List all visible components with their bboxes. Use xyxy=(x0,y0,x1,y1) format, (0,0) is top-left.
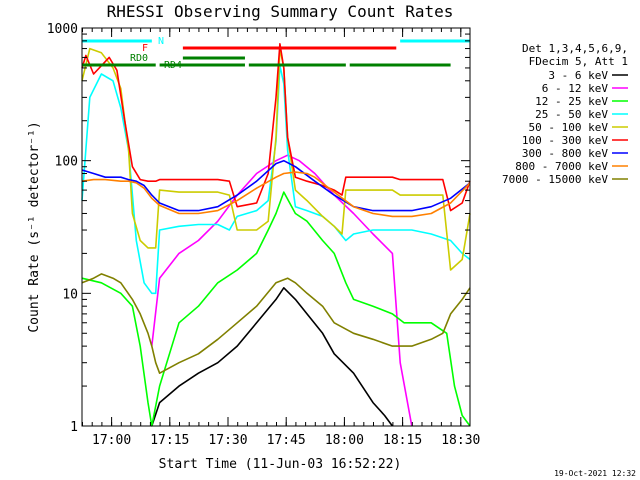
y-tick-label-2: 100 xyxy=(55,155,78,170)
series-line-8 xyxy=(81,273,471,375)
legend: Det 1,3,4,5,6,9,FDecim 5, Att 13 - 6 keV… xyxy=(502,42,628,186)
timestamp: 19-Oct-2021 12:32 xyxy=(554,469,636,478)
series-line-0 xyxy=(151,286,394,427)
y-tick-label-0: 1 xyxy=(70,420,78,435)
legend-label-5: 100 - 300 keV xyxy=(522,134,608,147)
chart-title: RHESSI Observing Summary Count Rates xyxy=(107,2,454,21)
legend-label-4: 50 - 100 keV xyxy=(529,121,609,134)
x-tick-label-1: 17:15 xyxy=(150,433,189,448)
series-line-5 xyxy=(81,42,471,212)
series-line-3 xyxy=(81,64,471,295)
series-group xyxy=(81,42,471,427)
y-tick-label-1: 10 xyxy=(62,287,78,302)
y-axis-label: Count Rate (s⁻¹ detector⁻¹) xyxy=(27,121,42,332)
flag-label-2: RD0 xyxy=(130,53,148,64)
flag-label-3: RD4 xyxy=(164,60,182,71)
series-line-2 xyxy=(81,191,471,427)
series-line-4 xyxy=(81,47,471,271)
x-tick-label-6: 18:30 xyxy=(441,433,480,448)
series-line-6 xyxy=(81,159,471,212)
legend-label-6: 300 - 800 keV xyxy=(522,147,608,160)
x-tick-label-0: 17:00 xyxy=(92,433,131,448)
x-tick-label-3: 17:45 xyxy=(267,433,306,448)
x-tick-label-4: 18:00 xyxy=(325,433,364,448)
legend-label-0: 3 - 6 keV xyxy=(548,69,608,82)
x-axis-ticks: 17:00 17:15 17:30 17:45 18:00 18:15 18:30 xyxy=(82,28,480,448)
x-tick-label-5: 18:15 xyxy=(383,433,422,448)
flag-label-1: F xyxy=(142,43,148,54)
legend-label-1: 6 - 12 keV xyxy=(542,82,609,95)
legend-label-2: 12 - 25 keV xyxy=(535,95,608,108)
y-axis-ticks: 1 10 100 1000 xyxy=(47,22,470,435)
legend-label-3: 25 - 50 keV xyxy=(535,108,608,121)
flag-label-0: N xyxy=(158,36,164,47)
legend-header-1: FDecim 5, Att 1 xyxy=(529,55,628,68)
plot-frame xyxy=(81,27,471,427)
legend-label-8: 7000 - 15000 keV xyxy=(502,173,608,186)
legend-header-0: Det 1,3,4,5,6,9, xyxy=(522,42,628,55)
series-line-7 xyxy=(81,171,471,218)
x-tick-label-2: 17:30 xyxy=(208,433,247,448)
legend-label-7: 800 - 7000 keV xyxy=(515,160,608,173)
x-axis-label: Start Time (11-Jun-03 16:52:22) xyxy=(159,457,402,472)
y-tick-label-3: 1000 xyxy=(47,22,78,37)
